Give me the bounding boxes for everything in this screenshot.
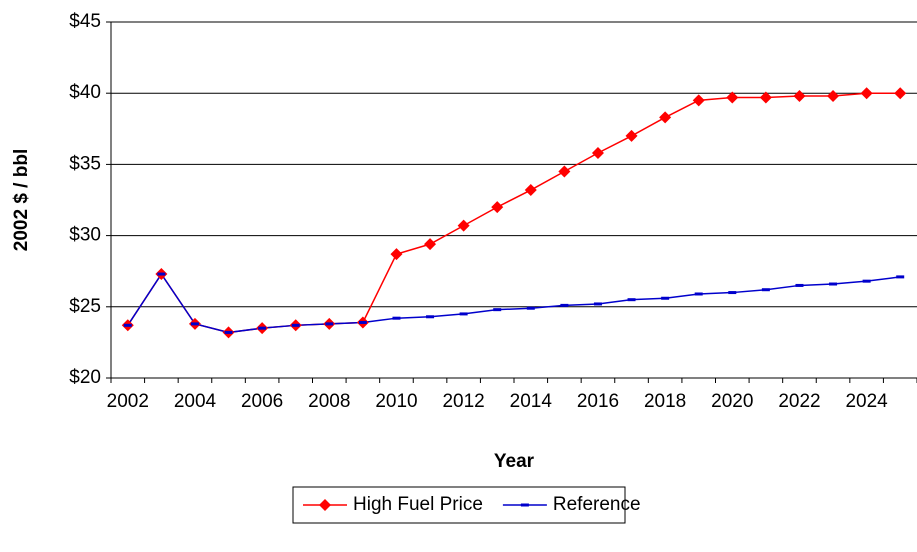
data-point <box>593 302 602 306</box>
data-point <box>726 91 739 104</box>
legend-label: High Fuel Price <box>353 494 483 515</box>
data-point <box>827 90 840 103</box>
data-point <box>694 292 703 296</box>
y-tick-label: $35 <box>69 153 101 174</box>
data-point <box>795 283 804 287</box>
data-point <box>829 282 838 286</box>
x-axis-label: Year <box>494 451 535 472</box>
data-point <box>424 238 437 251</box>
data-point <box>591 147 604 160</box>
data-point <box>123 323 132 327</box>
x-tick-label: 2004 <box>174 391 217 412</box>
data-point <box>491 201 504 214</box>
data-point <box>793 90 806 103</box>
data-point <box>224 330 233 334</box>
data-point <box>558 165 571 178</box>
x-tick-label: 2010 <box>375 391 417 412</box>
y-tick-label: $40 <box>69 82 101 103</box>
data-point <box>392 316 401 320</box>
data-point <box>493 308 502 312</box>
data-point <box>761 288 770 292</box>
data-point <box>661 296 670 300</box>
x-tick-label: 2018 <box>644 391 686 412</box>
data-point <box>258 326 267 330</box>
data-point <box>358 320 367 324</box>
data-point <box>390 248 403 261</box>
data-point <box>560 303 569 307</box>
data-point <box>291 323 300 327</box>
data-point <box>862 279 871 283</box>
x-tick-label: 2016 <box>577 391 619 412</box>
data-point <box>659 111 672 124</box>
data-point <box>728 291 737 295</box>
legend-marker <box>520 503 529 507</box>
x-tick-label: 2012 <box>442 391 484 412</box>
data-point <box>526 306 535 310</box>
x-tick-label: 2022 <box>778 391 820 412</box>
y-tick-label: $45 <box>69 11 101 32</box>
legend-label: Reference <box>553 494 641 515</box>
data-point <box>157 272 166 276</box>
data-point <box>860 87 873 100</box>
x-tick-label: 2024 <box>845 391 888 412</box>
data-point <box>896 275 905 279</box>
x-tick-label: 2008 <box>308 391 350 412</box>
data-point <box>627 298 636 302</box>
series-line <box>127 272 901 334</box>
data-point <box>894 87 907 100</box>
data-point <box>457 219 470 232</box>
x-tick-label: 2002 <box>107 391 149 412</box>
data-point <box>625 129 638 142</box>
data-point <box>524 184 537 197</box>
series-line <box>127 92 901 334</box>
y-axis-label: 2002 $ / bbl <box>11 149 32 251</box>
data-point <box>459 312 468 316</box>
x-tick-label: 2006 <box>241 391 283 412</box>
data-point <box>325 322 334 326</box>
data-point <box>692 94 705 107</box>
legend-box <box>292 486 626 524</box>
x-tick-label: 2020 <box>711 391 753 412</box>
y-tick-label: $20 <box>69 367 101 388</box>
data-point <box>759 91 772 104</box>
data-point <box>190 322 199 326</box>
y-tick-label: $30 <box>69 225 101 246</box>
y-tick-label: $25 <box>69 296 101 317</box>
x-tick-label: 2014 <box>510 391 553 412</box>
data-point <box>426 315 435 319</box>
legend-marker <box>319 499 331 511</box>
